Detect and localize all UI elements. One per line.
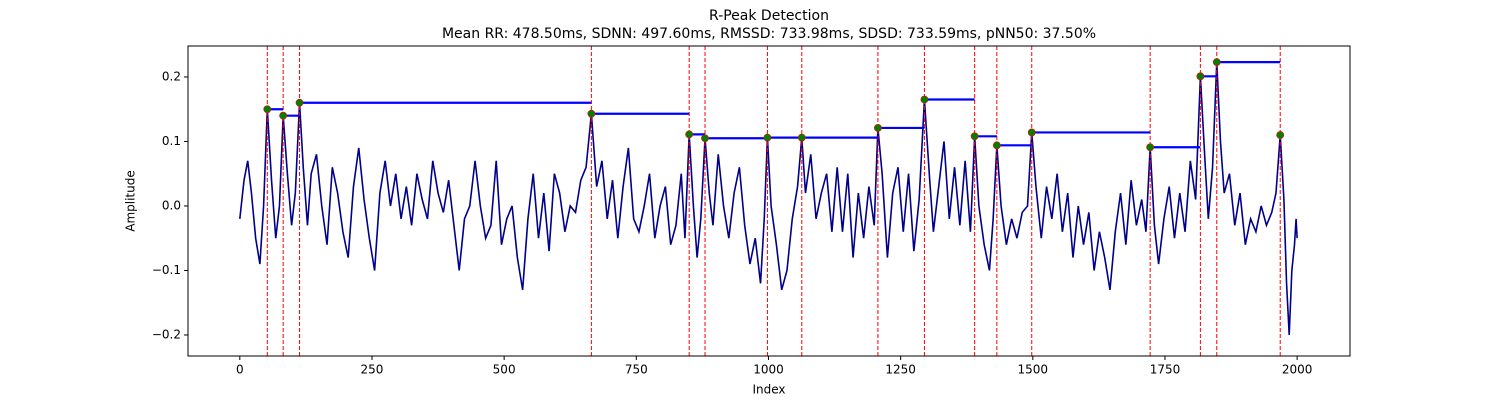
peak-marker: [279, 111, 288, 120]
chart-title: R-Peak Detection: [709, 8, 829, 24]
x-tick-label: 750: [625, 363, 648, 377]
x-tick-label: 1500: [1018, 363, 1049, 377]
peak-marker: [874, 124, 882, 132]
y-tick-label: 0.2: [162, 69, 181, 83]
chart-subtitle: Mean RR: 478.50ms, SDNN: 497.60ms, RMSSD…: [442, 26, 1096, 42]
peak-marker: [1276, 131, 1285, 139]
x-tick-label: 250: [361, 363, 384, 377]
y-tick-label: 0.0: [162, 198, 181, 212]
x-axis-label: Index: [752, 383, 785, 397]
peak-marker: [992, 141, 1001, 150]
plot-area: [239, 46, 1298, 356]
peak-marker: [1212, 58, 1221, 67]
peak-marker: [295, 98, 304, 107]
peak-marker: [1196, 72, 1205, 81]
peak-marker: [970, 132, 979, 141]
y-axis-label: Amplitude: [124, 170, 138, 232]
x-tick-label: 1250: [885, 363, 916, 377]
y-tick-label: −0.2: [152, 327, 181, 341]
signal-line: [239, 62, 1298, 336]
y-tick-label: −0.1: [152, 263, 181, 277]
x-tick-label: 1750: [1150, 363, 1181, 377]
peak-marker: [685, 130, 694, 139]
x-tick-label: 500: [493, 363, 516, 377]
peak-marker: [263, 105, 272, 114]
peak-marker: [763, 133, 772, 142]
peak-marker: [701, 134, 709, 143]
x-tick-label: 2000: [1282, 363, 1313, 377]
x-tick-label: 0: [236, 363, 244, 377]
x-tick-label: 1000: [753, 363, 784, 377]
y-tick-label: 0.1: [162, 134, 181, 148]
peak-marker: [797, 133, 806, 142]
peak-marker: [587, 109, 596, 118]
peak-marker: [920, 95, 929, 104]
axes-frame: [187, 45, 1351, 357]
peak-marker: [1146, 143, 1155, 152]
peak-marker: [1027, 128, 1036, 137]
